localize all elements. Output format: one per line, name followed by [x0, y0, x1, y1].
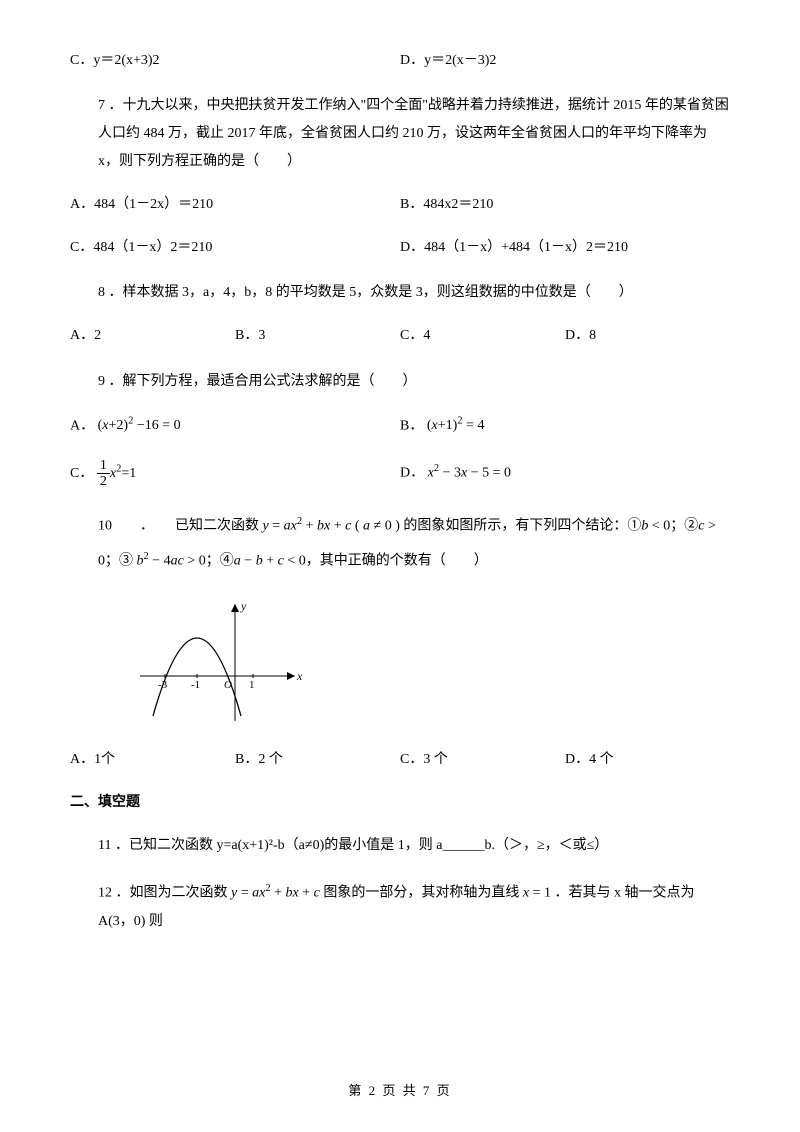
q7-option-b: B．484x2＝210 — [400, 194, 493, 216]
q8-option-c: C．4 — [400, 325, 565, 347]
q7-option-d: D．484（1－x）+484（1－x）2＝210 — [400, 237, 628, 259]
q10-sep2: ；③ — [105, 553, 133, 568]
q9-c-num: 1 — [97, 458, 110, 474]
q9-option-d: D． x2 − 3x − 5 = 0 — [400, 461, 511, 485]
q10-part3: ，其中正确的个数有（ ） — [306, 553, 488, 568]
q8-option-a: A．2 — [70, 325, 235, 347]
q10-stem: 10 ． 已知二次函数 y = ax2 + bx + c ( a ≠ 0 ) 的… — [98, 509, 730, 578]
svg-text:1: 1 — [249, 679, 255, 691]
q9-b-prefix: B． — [400, 418, 423, 433]
q10-part2: 的图象如图所示，有下列四个结论：① — [403, 519, 641, 534]
q9-option-c: C． 12x2=1 — [70, 458, 400, 490]
svg-text:x: x — [296, 669, 303, 683]
q9-options-ab: A． (x+2)2 −16 = 0 B． (x+1)2 = 4 — [70, 414, 730, 438]
q12-part1: 12 ．如图为二次函数 — [98, 886, 228, 901]
q12-part2: 图象的一部分，其对称轴为直线 — [323, 886, 519, 901]
q7-options-ab: A．484（1－2x）＝210 B．484x2＝210 — [70, 194, 730, 216]
q10-option-d: D．4 个 — [565, 749, 730, 771]
parabola-graph-svg: x y -3 -1 O 1 — [135, 596, 305, 726]
q10-sep1: ；② — [670, 519, 698, 534]
q9-option-a: A． (x+2)2 −16 = 0 — [70, 414, 400, 438]
svg-text:-1: -1 — [191, 679, 200, 691]
svg-text:y: y — [240, 599, 247, 613]
q7-option-c: C．484（1－x）2＝210 — [70, 237, 400, 259]
q8-option-d: D．8 — [565, 325, 730, 347]
q10-graph: x y -3 -1 O 1 — [135, 596, 730, 734]
page-footer: 第 2 页 共 7 页 — [0, 1081, 800, 1102]
q8-option-b: B．3 — [235, 325, 400, 347]
q7-option-a: A．484（1－2x）＝210 — [70, 194, 400, 216]
q10-option-a: A．1个 — [70, 749, 235, 771]
q7-stem: 7 ．十九大以来，中央把扶贫开发工作纳入"四个全面"战略并着力持续推进，据统计 … — [98, 92, 730, 176]
q10-part1: 10 ． 已知二次函数 — [98, 519, 259, 534]
q9-c-den: 2 — [97, 474, 110, 489]
q9-stem: 9 ．解下列方程，最适合用公式法求解的是（ ） — [98, 368, 730, 396]
q9-option-b: B． (x+1)2 = 4 — [400, 414, 484, 438]
q9-a-prefix: A． — [70, 418, 94, 433]
q8-options: A．2 B．3 C．4 D．8 — [70, 325, 730, 347]
q12-stem: 12 ．如图为二次函数 y = ax2 + bx + c 图象的一部分，其对称轴… — [98, 878, 730, 936]
q6-option-d: D．y＝2(x－3)2 — [400, 50, 496, 72]
q9-c-prefix: C． — [70, 466, 93, 481]
q9-options-cd: C． 12x2=1 D． x2 − 3x − 5 = 0 — [70, 458, 730, 490]
q10-options: A．1个 B．2 个 C．3 个 D．4 个 — [70, 749, 730, 771]
section-2-title: 二、填空题 — [70, 792, 730, 814]
q7-options-cd: C．484（1－x）2＝210 D．484（1－x）+484（1－x）2＝210 — [70, 237, 730, 259]
q10-option-b: B．2 个 — [235, 749, 400, 771]
q6-options-cd: C．y＝2(x+3)2 D．y＝2(x－3)2 — [70, 50, 730, 72]
q6-option-c: C．y＝2(x+3)2 — [70, 50, 400, 72]
q8-stem: 8 ．样本数据 3，a，4，b，8 的平均数是 5，众数是 3，则这组数据的中位… — [98, 279, 730, 307]
q10-sep3: ；④ — [206, 553, 234, 568]
q11-stem: 11 ．已知二次函数 y=a(x+1)²-b（a≠0)的最小值是 1，则 a__… — [98, 832, 730, 860]
q9-d-prefix: D． — [400, 466, 424, 481]
q10-option-c: C．3 个 — [400, 749, 565, 771]
